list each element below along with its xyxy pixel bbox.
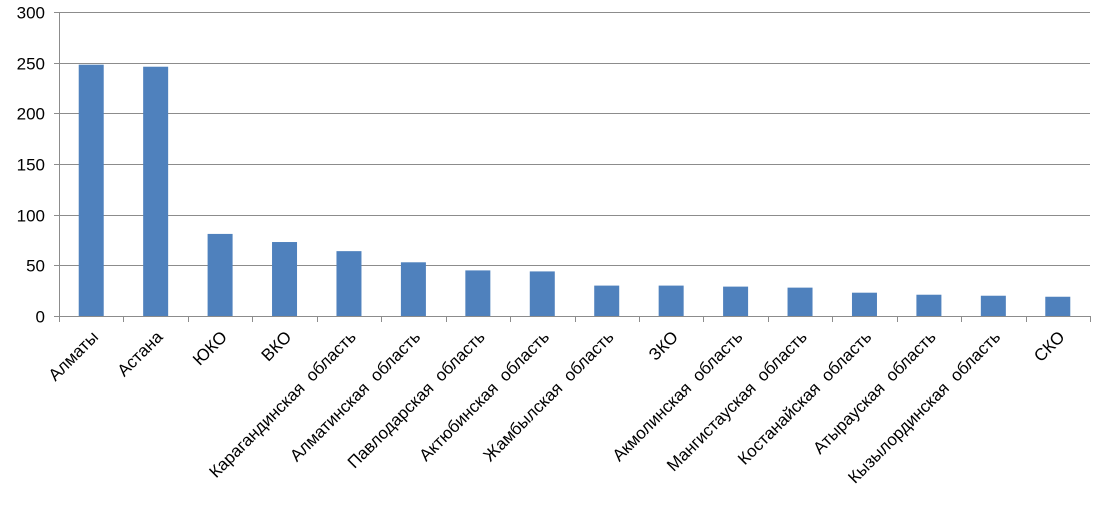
bar xyxy=(916,294,942,316)
y-tick-label: 200 xyxy=(17,105,45,124)
y-tick-label: 300 xyxy=(17,4,45,23)
bar xyxy=(1045,296,1071,316)
x-category-label: Акмолинская область xyxy=(609,327,747,465)
y-tick-label: 150 xyxy=(17,156,45,175)
x-category-label: Жамбылская область xyxy=(480,327,618,465)
x-category-label: Алматинская область xyxy=(286,327,424,465)
bar xyxy=(336,251,362,316)
bar xyxy=(400,262,426,316)
bar xyxy=(529,271,555,316)
x-category-label: ЗКО xyxy=(645,327,682,364)
y-tick-label: 250 xyxy=(17,55,45,74)
bar xyxy=(143,66,169,316)
bar xyxy=(78,64,104,317)
x-category-label: Костанайская область xyxy=(734,327,875,468)
bar xyxy=(272,242,298,316)
gridlines xyxy=(59,12,1090,266)
x-category-label: Атырауская область xyxy=(809,327,939,457)
x-category-label: ЮКО xyxy=(189,327,231,369)
bar xyxy=(851,292,877,316)
bar xyxy=(787,287,813,316)
x-category-label: Алматы xyxy=(45,327,102,384)
bar xyxy=(594,285,620,316)
x-category-label: Астана xyxy=(114,327,167,380)
y-axis-tick-labels: 0 50 100 150 200 250 300 xyxy=(17,4,45,327)
bar xyxy=(207,233,233,316)
y-tick-label: 100 xyxy=(17,207,45,226)
axes xyxy=(54,12,1091,322)
bar xyxy=(980,295,1006,316)
x-category-label: Актюбинская область xyxy=(416,327,554,465)
y-tick-label: 0 xyxy=(36,308,45,327)
y-tick-label: 50 xyxy=(26,257,45,276)
bar xyxy=(465,270,491,316)
x-category-label: ВКО xyxy=(258,327,296,365)
bar xyxy=(658,285,684,316)
x-category-label: СКО xyxy=(1030,327,1068,365)
bar xyxy=(723,286,749,316)
bar-series xyxy=(78,64,1071,317)
